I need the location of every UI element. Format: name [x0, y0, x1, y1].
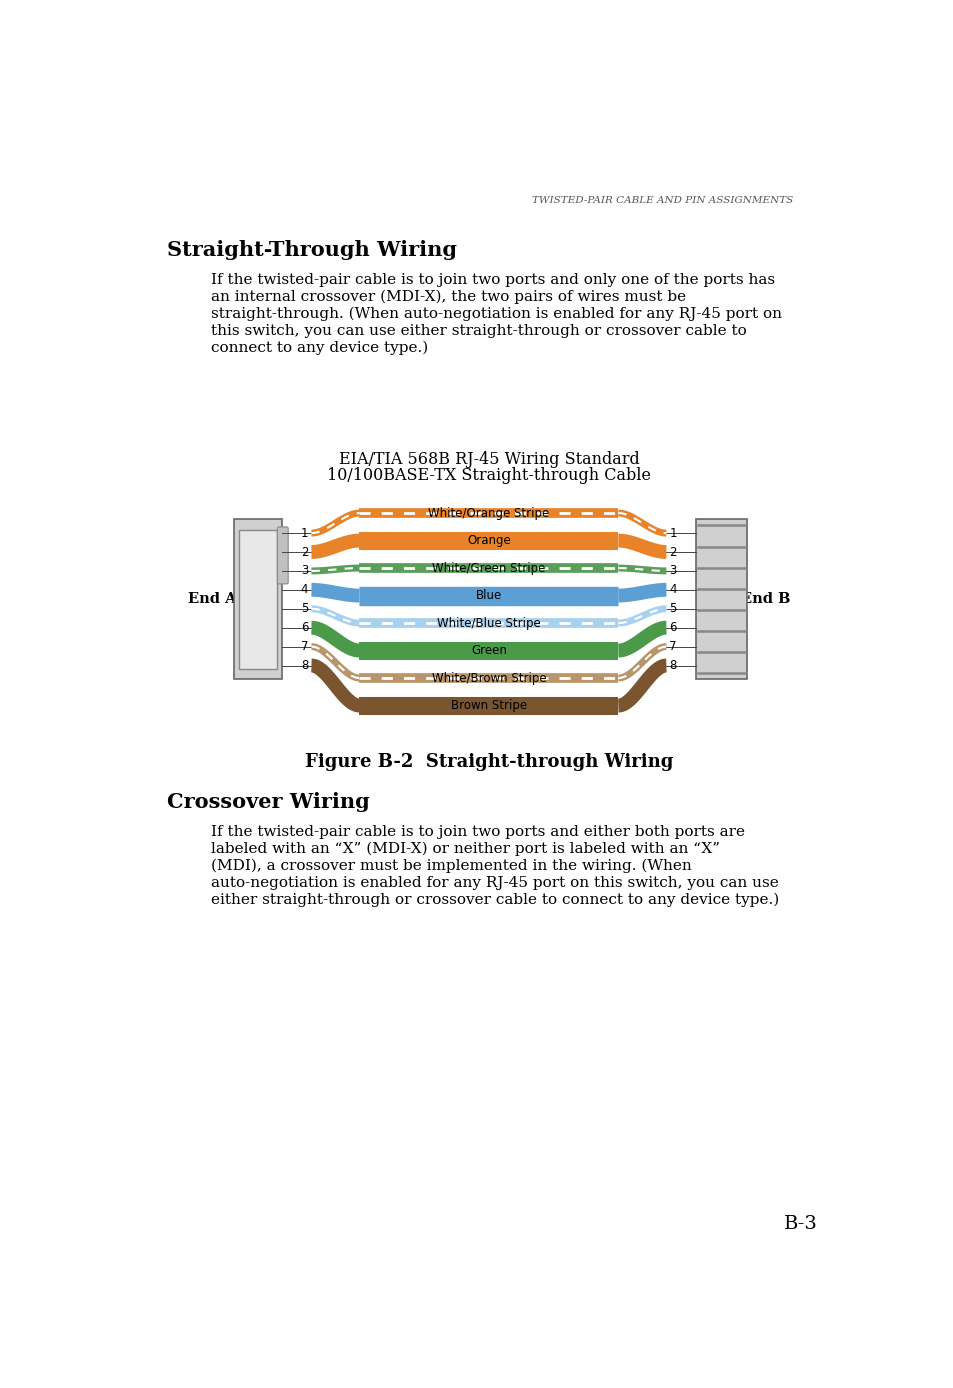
Text: TWISTED-PAIR CABLE AND PIN ASSIGNMENTS: TWISTED-PAIR CABLE AND PIN ASSIGNMENTS — [532, 196, 793, 205]
Text: 5: 5 — [669, 602, 677, 615]
Text: 2: 2 — [669, 545, 677, 558]
Text: EIA/TIA 568B RJ-45 Wiring Standard: EIA/TIA 568B RJ-45 Wiring Standard — [338, 451, 639, 469]
Text: an internal crossover (MDI-X), the two pairs of wires must be: an internal crossover (MDI-X), the two p… — [211, 290, 685, 304]
FancyBboxPatch shape — [238, 530, 277, 669]
Text: auto-negotiation is enabled for any RJ-45 port on this switch, you can use: auto-negotiation is enabled for any RJ-4… — [211, 876, 778, 890]
Text: Orange: Orange — [467, 534, 510, 547]
Text: 3: 3 — [669, 565, 677, 577]
Text: White/Orange Stripe: White/Orange Stripe — [428, 507, 549, 519]
Text: 6: 6 — [300, 622, 308, 634]
Text: (MDI), a crossover must be implemented in the wiring. (When: (MDI), a crossover must be implemented i… — [211, 859, 691, 873]
Text: 1: 1 — [300, 526, 308, 540]
Text: Straight-Through Wiring: Straight-Through Wiring — [167, 240, 456, 260]
Text: White/Blue Stripe: White/Blue Stripe — [436, 616, 540, 630]
Text: 3: 3 — [300, 565, 308, 577]
Text: End A: End A — [188, 593, 236, 607]
Text: 7: 7 — [300, 640, 308, 654]
Text: 10/100BASE-TX Straight-through Cable: 10/100BASE-TX Straight-through Cable — [327, 466, 650, 484]
Text: 2: 2 — [300, 545, 308, 558]
Text: White/Brown Stripe: White/Brown Stripe — [431, 672, 546, 684]
Text: If the twisted-pair cable is to join two ports and either both ports are: If the twisted-pair cable is to join two… — [211, 824, 744, 838]
FancyBboxPatch shape — [277, 527, 288, 584]
FancyBboxPatch shape — [233, 519, 282, 679]
Text: Brown Stripe: Brown Stripe — [451, 700, 526, 712]
Text: End B: End B — [740, 593, 789, 607]
Text: Figure B-2  Straight-through Wiring: Figure B-2 Straight-through Wiring — [304, 754, 673, 772]
FancyBboxPatch shape — [695, 519, 746, 679]
Text: Blue: Blue — [476, 589, 501, 602]
Text: 4: 4 — [300, 583, 308, 597]
Text: 8: 8 — [300, 659, 308, 672]
Text: 6: 6 — [669, 622, 677, 634]
Text: 1: 1 — [669, 526, 677, 540]
Text: If the twisted-pair cable is to join two ports and only one of the ports has: If the twisted-pair cable is to join two… — [211, 273, 774, 287]
Text: White/Green Stripe: White/Green Stripe — [432, 562, 545, 575]
Text: labeled with an “X” (MDI-X) or neither port is labeled with an “X”: labeled with an “X” (MDI-X) or neither p… — [211, 843, 719, 856]
Text: Green: Green — [471, 644, 506, 657]
Text: 4: 4 — [669, 583, 677, 597]
Text: this switch, you can use either straight-through or crossover cable to: this switch, you can use either straight… — [211, 323, 745, 337]
Text: connect to any device type.): connect to any device type.) — [211, 340, 428, 355]
Text: Crossover Wiring: Crossover Wiring — [167, 791, 370, 812]
Text: 7: 7 — [669, 640, 677, 654]
Text: 8: 8 — [669, 659, 677, 672]
Text: B-3: B-3 — [783, 1216, 818, 1234]
Text: straight-through. (When auto-negotiation is enabled for any RJ-45 port on: straight-through. (When auto-negotiation… — [211, 307, 781, 321]
Text: 5: 5 — [300, 602, 308, 615]
Text: either straight-through or crossover cable to connect to any device type.): either straight-through or crossover cab… — [211, 892, 779, 908]
